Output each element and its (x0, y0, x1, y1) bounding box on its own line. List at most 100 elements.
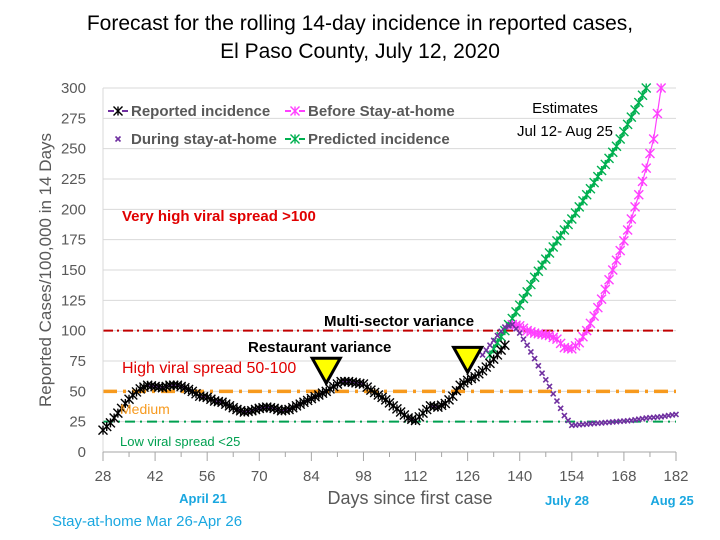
data-point (592, 302, 603, 313)
y-tick-label: 225 (61, 171, 86, 188)
legend-label: Predicted incidence (308, 131, 450, 148)
data-point (648, 133, 659, 144)
data-point (116, 403, 127, 414)
chart-title: Forecast for the rolling 14-day incidenc… (86, 12, 634, 35)
series-group (98, 83, 680, 436)
data-point (542, 376, 549, 383)
series-reported-incidence (98, 340, 510, 436)
legend-label: Before Stay-at-home (308, 103, 455, 120)
y-tick-label: 250 (61, 141, 86, 158)
x-tick-label: 98 (355, 468, 372, 485)
data-point (589, 311, 600, 322)
data-point (527, 348, 534, 355)
y-tick-label: 175 (61, 232, 86, 249)
annotation-medium: Medium (120, 401, 170, 417)
data-point (652, 108, 663, 119)
x-tick-label: 28 (95, 468, 112, 485)
y-tick-label: 275 (61, 110, 86, 127)
data-point (531, 355, 538, 362)
data-point (644, 148, 655, 159)
data-point (486, 342, 494, 349)
annotation-very-high-viral-spread-100: Very high viral spread >100 (122, 208, 316, 225)
data-point (490, 337, 497, 344)
data-point (553, 397, 561, 405)
data-point (535, 362, 542, 369)
y-tick-label: 125 (61, 292, 86, 309)
y-tick-label: 300 (61, 80, 86, 97)
legend-item: Reported incidence (108, 103, 270, 120)
data-point (112, 408, 123, 419)
data-point (637, 176, 648, 187)
data-point (551, 235, 562, 246)
variance-marker (451, 345, 485, 376)
legend-swatch-marker (290, 134, 300, 144)
data-point (105, 417, 116, 428)
axes: 0 25 50 75 100 125 150 175 200 225 250 275 300 28 42 56… (61, 80, 689, 485)
annotation-aug-25: Aug 25 (650, 493, 693, 508)
y-tick-label: 75 (69, 353, 86, 370)
data-point (492, 349, 503, 360)
series-predicted-incidence (484, 83, 652, 360)
data-point (641, 163, 652, 174)
data-point (499, 340, 510, 351)
data-point (561, 412, 568, 419)
y-tick-label: 50 (69, 383, 86, 400)
variance-marker (309, 356, 343, 387)
legend-item: Before Stay-at-home (285, 103, 455, 120)
data-point (565, 417, 572, 424)
y-tick-label: 0 (78, 444, 86, 461)
data-point (555, 230, 566, 241)
legend-label: Reported incidence (131, 103, 270, 120)
data-point (622, 224, 633, 235)
data-point (451, 385, 462, 396)
x-tick-label: 140 (507, 468, 532, 485)
data-point (672, 411, 680, 418)
annotation-multi-sector-variance: Multi-sector variance (324, 313, 474, 330)
legend-item: During stay-at-home (114, 131, 277, 148)
legend-swatch-marker (114, 135, 122, 143)
x-tick-label: 168 (611, 468, 636, 485)
data-point (557, 405, 564, 412)
annotation-high-viral-spread-50-100: High viral spread 50-100 (122, 360, 296, 377)
x-tick-label: 112 (404, 468, 428, 485)
data-point (626, 214, 637, 225)
data-point (559, 224, 570, 235)
data-point (596, 294, 607, 305)
data-point (109, 413, 120, 424)
series-during-stay-at-home (479, 321, 680, 429)
data-point (641, 83, 652, 93)
legend-item: Predicted incidence (285, 131, 450, 148)
data-point (607, 265, 618, 275)
data-point (604, 274, 615, 285)
legend-label: During stay-at-home (131, 131, 277, 148)
annotation-stay-at-home-mar-26-apr-26: Stay-at-home Mar 26-Apr 26 (52, 513, 242, 530)
y-tick-label: 200 (61, 201, 86, 218)
y-tick-label: 100 (61, 323, 86, 340)
annotation-estimates: Estimates (532, 100, 598, 117)
annotation-july-28: July 28 (545, 493, 589, 508)
data-point (600, 284, 611, 295)
annotation-restaurant-variance: Restaurant variance (248, 339, 391, 356)
data-point (546, 383, 553, 390)
x-tick-label: 42 (147, 468, 164, 485)
y-tick-label: 150 (61, 262, 86, 279)
data-point (516, 330, 523, 337)
data-point (524, 342, 531, 349)
data-point (483, 347, 490, 354)
legend-swatch-marker (113, 106, 123, 116)
x-axis-label: Days since first case (327, 488, 492, 508)
x-tick-label: 126 (455, 468, 480, 485)
legend-swatch-marker (290, 106, 300, 116)
x-tick-label: 70 (251, 468, 268, 485)
legend: Reported incidence Before Stay-at-home Dur… (108, 103, 455, 148)
x-tick-label: 84 (303, 468, 320, 485)
series-before-stay-at-home (507, 83, 667, 354)
data-point (550, 390, 557, 397)
data-point (615, 245, 626, 256)
annotation-low-viral-spread-25: Low viral spread <25 (120, 434, 240, 449)
data-point (479, 351, 486, 358)
x-tick-label: 56 (199, 468, 216, 485)
data-point (563, 219, 574, 230)
annotation-jul-12-aug-25: Jul 12- Aug 25 (517, 123, 613, 140)
